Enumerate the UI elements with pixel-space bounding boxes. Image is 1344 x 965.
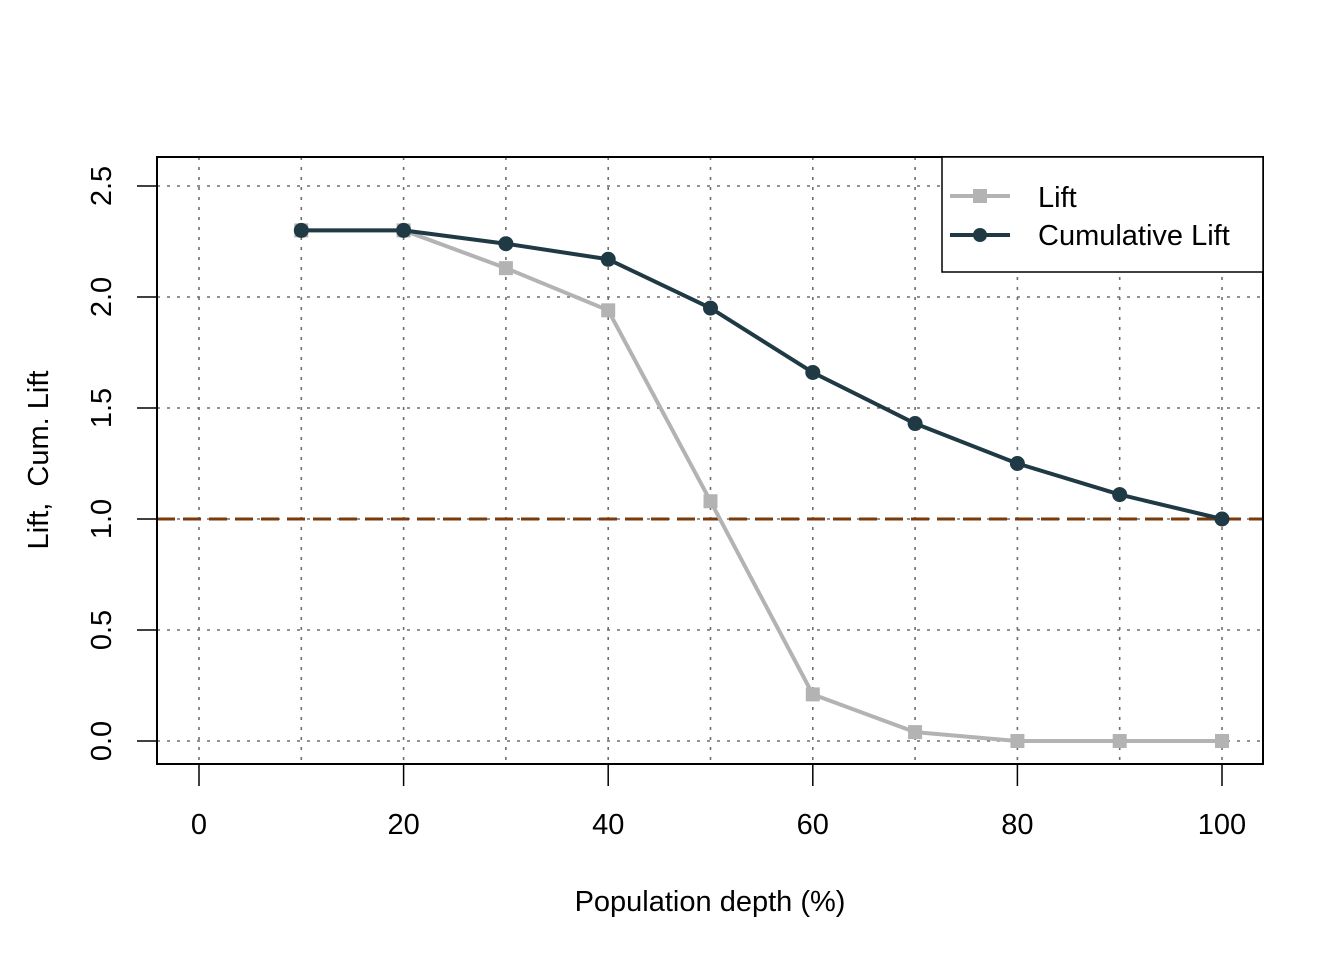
legend-entry-lift: Lift: [950, 182, 1077, 214]
data-point-cumulative-lift: [1112, 487, 1128, 503]
series-line-cumulative-lift: [301, 228, 1223, 521]
data-point-cumulative-lift: [396, 222, 412, 238]
data-point-cumulative-lift: [293, 222, 309, 238]
data-point-lift: [908, 725, 923, 740]
x-axis-label: Population depth (%): [575, 886, 846, 918]
y-tick-label: 1.0: [86, 499, 118, 539]
data-point-cumulative-lift: [600, 251, 616, 267]
y-tick-label: 0.0: [86, 721, 118, 761]
data-point-cumulative-lift: [1214, 511, 1230, 527]
legend-box: [941, 156, 1264, 273]
data-point-cumulative-lift: [1009, 456, 1025, 471]
x-tick-label: 60: [797, 809, 829, 841]
data-point-lift: [1010, 734, 1025, 748]
x-tick-label: 100: [1198, 809, 1246, 841]
data-point-lift: [703, 494, 718, 509]
x-tick-label: 0: [191, 809, 207, 841]
x-axis: 0 20 40 60 80 100: [191, 764, 1246, 841]
x-tick-label: 40: [592, 809, 624, 841]
data-point-cumulative-lift: [498, 236, 514, 252]
y-tick-label: 2.0: [86, 277, 118, 317]
series-cumulative-lift: [293, 222, 1230, 527]
y-tick-label: 0.5: [86, 610, 118, 650]
x-tick-label: 20: [387, 809, 419, 841]
legend-label-cumulative-lift: Cumulative Lift: [1038, 220, 1230, 252]
plot-frame: [156, 156, 1264, 765]
data-point-lift: [601, 303, 616, 318]
data-point-lift: [805, 687, 820, 702]
data-point-cumulative-lift: [907, 416, 923, 432]
series-group: [293, 222, 1230, 748]
y-axis: 0.0 0.5 1.0 1.5 2.0 2.5: [86, 166, 157, 761]
x-tick-label: 80: [1001, 809, 1033, 841]
legend-label-lift: Lift: [1038, 182, 1077, 214]
data-point-cumulative-lift: [805, 364, 821, 380]
data-point-cumulative-lift: [703, 300, 718, 316]
data-point-lift: [1215, 734, 1229, 748]
y-tick-label: 2.5: [86, 166, 118, 206]
y-axis-label: Lift, Cum. Lift: [23, 371, 55, 550]
series-line-lift: [301, 228, 1222, 743]
legend-marker-circle-icon: [973, 228, 987, 242]
legend-entry-cumulative-lift: Cumulative Lift: [950, 220, 1230, 252]
legend-marker-square-icon: [973, 189, 987, 203]
y-tick-label: 1.5: [86, 388, 118, 428]
legend: Lift Cumulative Lift: [941, 156, 1264, 273]
data-point-lift: [498, 261, 513, 276]
data-point-lift: [1112, 734, 1127, 748]
